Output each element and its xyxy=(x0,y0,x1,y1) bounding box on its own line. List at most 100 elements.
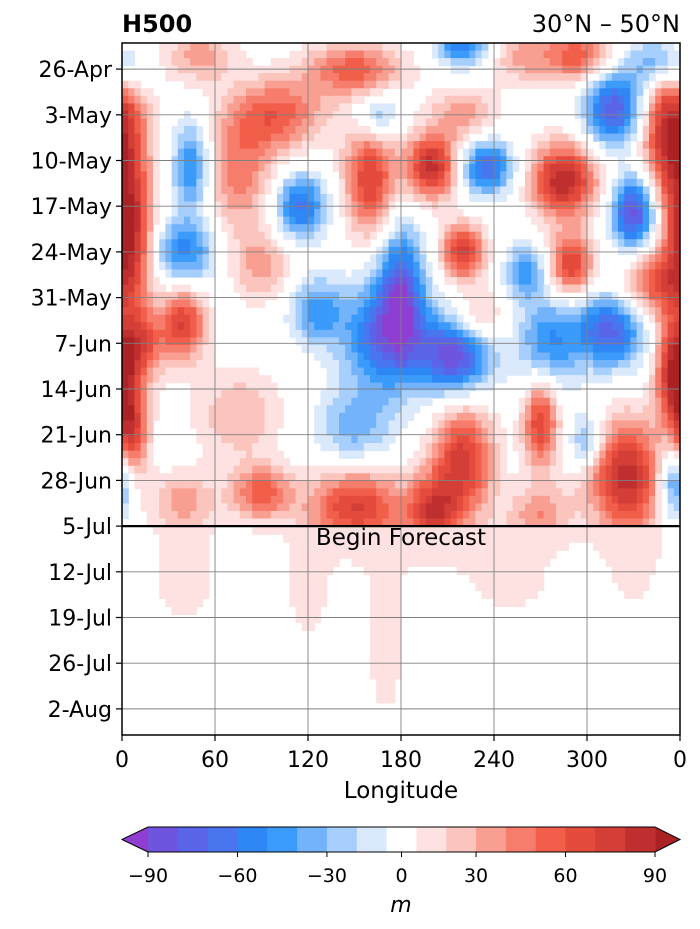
heatmap-cell xyxy=(221,420,228,429)
heatmap-cell xyxy=(227,80,235,89)
heatmap-cell xyxy=(146,292,154,301)
heatmap-cell xyxy=(549,126,557,135)
heatmap-cell xyxy=(655,405,662,414)
heatmap-cell xyxy=(425,163,433,172)
heatmap-cell xyxy=(624,314,631,323)
heatmap-cell xyxy=(363,284,371,293)
heatmap-cell xyxy=(549,186,557,195)
heatmap-cell xyxy=(531,518,538,527)
heatmap-cell xyxy=(357,186,365,195)
heatmap-cell xyxy=(463,420,470,429)
heatmap-cell xyxy=(407,473,414,482)
heatmap-cell xyxy=(239,375,247,384)
heatmap-cell xyxy=(475,277,483,286)
heatmap-cell xyxy=(153,292,160,301)
heatmap-cell xyxy=(549,465,557,474)
heatmap-cell xyxy=(345,95,352,104)
heatmap-cell xyxy=(258,420,266,429)
heatmap-cell xyxy=(394,43,402,52)
heatmap-cell xyxy=(642,43,650,52)
heatmap-cell xyxy=(382,322,390,331)
forecast-cell xyxy=(599,534,607,543)
heatmap-cell xyxy=(215,397,222,406)
heatmap-cell xyxy=(450,246,458,255)
heatmap-cell xyxy=(184,216,191,225)
heatmap-cell xyxy=(320,133,328,142)
heatmap-cell xyxy=(425,458,433,467)
heatmap-cell xyxy=(258,518,266,527)
forecast-cell xyxy=(518,558,526,567)
heatmap-cell xyxy=(208,390,216,399)
heatmap-cell xyxy=(506,488,514,497)
forecast-cell xyxy=(370,526,377,535)
heatmap-cell xyxy=(177,503,185,512)
heatmap-cell xyxy=(549,80,557,89)
heatmap-cell xyxy=(413,382,421,391)
heatmap-cell xyxy=(456,473,464,482)
heatmap-cell xyxy=(543,141,551,150)
heatmap-cell xyxy=(413,503,421,512)
heatmap-cell xyxy=(252,141,259,150)
heatmap-cell xyxy=(351,224,359,233)
heatmap-cell xyxy=(370,292,377,301)
heatmap-cell xyxy=(611,103,619,112)
heatmap-cell xyxy=(376,518,383,527)
heatmap-cell xyxy=(345,277,352,286)
heatmap-cell xyxy=(227,141,235,150)
heatmap-cell xyxy=(239,382,247,391)
heatmap-cell xyxy=(463,292,470,301)
heatmap-cell xyxy=(295,231,303,240)
heatmap-cell xyxy=(295,465,303,474)
heatmap-cell xyxy=(140,141,148,150)
heatmap-cell xyxy=(122,450,129,459)
forecast-cell xyxy=(444,550,452,559)
heatmap-cell xyxy=(227,231,235,240)
heatmap-cell xyxy=(624,163,631,172)
heatmap-cell xyxy=(636,284,644,293)
heatmap-cell xyxy=(599,360,607,369)
heatmap-cell xyxy=(413,141,421,150)
forecast-cell xyxy=(618,542,625,551)
heatmap-cell xyxy=(667,299,675,308)
heatmap-cell xyxy=(239,458,247,467)
forecast-cell xyxy=(314,534,321,543)
heatmap-cell xyxy=(574,277,582,286)
heatmap-cell xyxy=(258,171,266,180)
heatmap-cell xyxy=(363,88,371,97)
heatmap-cell xyxy=(196,209,204,218)
heatmap-cell xyxy=(630,95,638,104)
heatmap-cell xyxy=(289,80,297,89)
heatmap-cell xyxy=(376,201,383,210)
heatmap-cell xyxy=(289,171,297,180)
heatmap-cell xyxy=(450,412,458,422)
heatmap-cell xyxy=(556,141,563,150)
heatmap-cell xyxy=(413,246,421,255)
heatmap-cell xyxy=(357,329,365,338)
heatmap-cell xyxy=(122,118,129,127)
heatmap-cell xyxy=(196,360,204,369)
heatmap-cell xyxy=(537,277,545,286)
heatmap-cell xyxy=(134,443,142,452)
heatmap-cell xyxy=(233,201,241,210)
heatmap-cell xyxy=(487,495,495,505)
heatmap-cell xyxy=(320,43,328,52)
heatmap-cell xyxy=(246,382,253,391)
heatmap-cell xyxy=(481,495,489,505)
heatmap-cell xyxy=(134,80,142,89)
heatmap-cell xyxy=(308,284,315,293)
heatmap-cell xyxy=(549,458,557,467)
heatmap-cell xyxy=(314,495,321,505)
heatmap-cell xyxy=(531,171,538,180)
heatmap-cell xyxy=(326,118,334,127)
forecast-cell xyxy=(370,574,377,583)
heatmap-cell xyxy=(549,133,557,142)
forecast-cell xyxy=(450,542,458,551)
heatmap-cell xyxy=(667,58,675,67)
heatmap-cell xyxy=(438,480,445,489)
heatmap-cell xyxy=(351,43,359,52)
heatmap-cell xyxy=(351,118,359,127)
heatmap-cell xyxy=(463,118,470,127)
heatmap-cell xyxy=(196,435,204,444)
heatmap-cell xyxy=(525,458,532,467)
heatmap-cell xyxy=(562,186,569,195)
